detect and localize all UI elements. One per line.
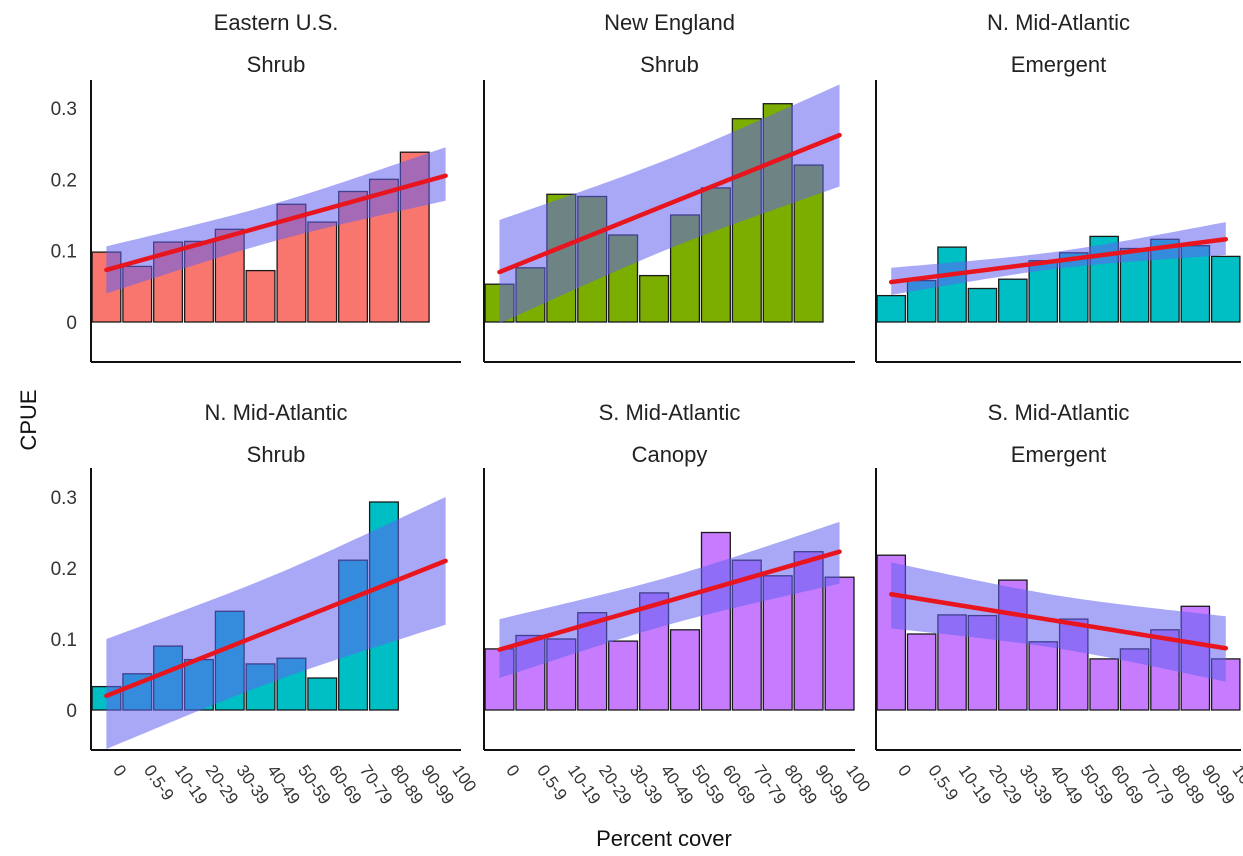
- x-tick-label: 10-19: [171, 761, 212, 808]
- x-tick-label: 0.5-9: [533, 761, 571, 804]
- panel-title-line1: N. Mid-Atlantic: [204, 400, 347, 425]
- bar: [967, 287, 998, 323]
- fit-line: [888, 237, 1229, 285]
- bar: [608, 640, 639, 711]
- x-tick-label: 0.5-9: [140, 761, 178, 804]
- bar: [876, 294, 907, 323]
- panel-4: N. Mid-Atlantic Shrub 0 0.1 0.2 0.3 0 0.5-910-1…: [51, 400, 481, 808]
- y-tick-label: 0.2: [51, 170, 77, 191]
- x-tick-label: 70-79: [750, 761, 791, 808]
- fit-line: [497, 132, 842, 275]
- y-tick-label: 0.1: [51, 242, 77, 263]
- bar: [307, 677, 338, 711]
- bar: [1089, 658, 1119, 711]
- panel-2: New England Shrub: [483, 10, 855, 363]
- x-tick-label: 80-89: [780, 761, 821, 808]
- bar: [700, 531, 731, 711]
- bar: [1210, 255, 1241, 323]
- panel-title-line2: Emergent: [1011, 442, 1106, 467]
- panel-3: N. Mid-Atlantic Emergent: [875, 10, 1241, 363]
- x-tick-label: 90-99: [417, 761, 458, 808]
- bar: [245, 269, 276, 323]
- x-tick-label: 60-69: [719, 761, 760, 808]
- x-tick-label: 50-59: [688, 761, 729, 808]
- x-tick-label: 0.5-9: [924, 761, 962, 804]
- panel-title-line2: Shrub: [640, 52, 699, 77]
- panels: Eastern U.S. Shrub 0 0.1 0.2 0.3 New England Sh…: [51, 10, 1243, 808]
- x-tick-label: 80-89: [387, 761, 428, 808]
- fit-line: [104, 558, 448, 699]
- x-tick-label: 40-49: [263, 761, 304, 808]
- fit-line: [104, 173, 448, 273]
- panel-title-line2: Emergent: [1011, 52, 1106, 77]
- x-tick-label: 40-49: [657, 761, 698, 808]
- x-tick-label: 0: [109, 761, 130, 780]
- panel-title-line1: New England: [604, 10, 735, 35]
- bar: [906, 633, 937, 711]
- y-tick-label: 0.3: [51, 488, 77, 509]
- x-tick-label: 0: [502, 761, 523, 780]
- x-tick-label: 20-29: [202, 761, 243, 808]
- x-tick-label: 10-19: [564, 761, 605, 808]
- panel-title-line1: Eastern U.S.: [214, 10, 339, 35]
- bar: [1028, 641, 1059, 711]
- x-tick-label: 0: [894, 761, 915, 780]
- panel-5: S. Mid-Atlantic Canopy 0 0.5-910-1920-2930-…: [483, 400, 874, 808]
- bar: [307, 221, 338, 323]
- bar: [824, 576, 855, 711]
- fit-line: [888, 592, 1229, 651]
- panel-title-line2: Shrub: [247, 442, 306, 467]
- x-tick-label: 30-39: [626, 761, 667, 808]
- x-tick-label: 70-79: [356, 761, 397, 808]
- y-axis-label: CPUE: [16, 389, 41, 450]
- panel-title-line1: N. Mid-Atlantic: [987, 10, 1130, 35]
- panel-title-line2: Shrub: [247, 52, 306, 77]
- bar: [1180, 245, 1211, 323]
- bar: [639, 274, 670, 323]
- confidence-band: [106, 497, 446, 750]
- panel-title-line2: Canopy: [632, 442, 708, 467]
- x-tick-label: 50-59: [294, 761, 335, 808]
- panel-title-line1: S. Mid-Atlantic: [988, 400, 1130, 425]
- fit-line: [497, 549, 842, 652]
- x-tick-label: 20-29: [595, 761, 636, 808]
- y-tick-label: 0: [66, 313, 77, 334]
- x-tick-label: 90-99: [811, 761, 852, 808]
- y-tick-label: 0.1: [51, 630, 77, 651]
- x-tick-label: 30-39: [232, 761, 273, 808]
- panel-1: Eastern U.S. Shrub 0 0.1 0.2 0.3: [51, 10, 461, 363]
- y-tick-label: 0.2: [51, 559, 77, 580]
- y-tick-label: 0.3: [51, 99, 77, 120]
- panel-title-line1: S. Mid-Atlantic: [599, 400, 741, 425]
- bar: [669, 629, 701, 711]
- y-tick-label: 0: [66, 701, 77, 722]
- x-tick-label: 60-69: [325, 761, 366, 808]
- confidence-band: [106, 147, 446, 294]
- bar: [998, 278, 1028, 323]
- x-axis-label: Percent cover: [596, 826, 732, 851]
